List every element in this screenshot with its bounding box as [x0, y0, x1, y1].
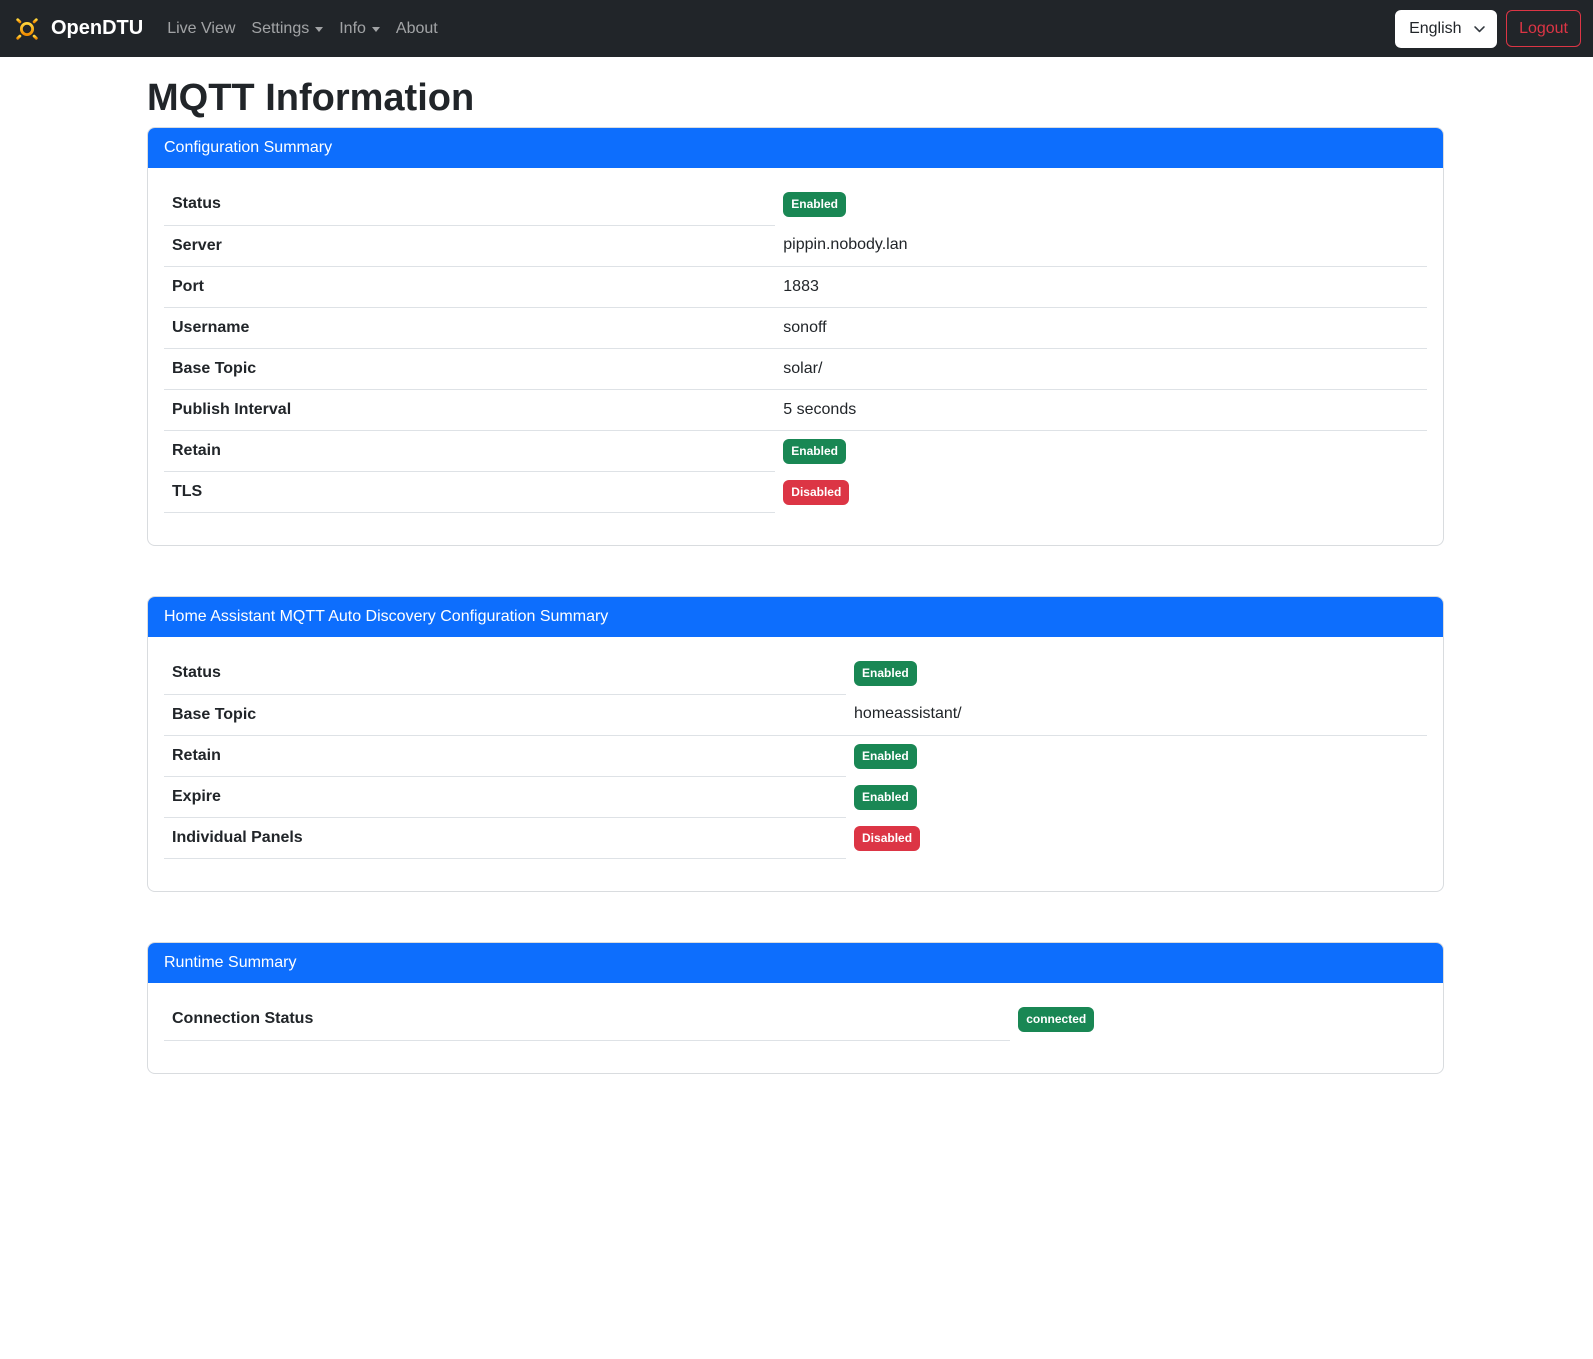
row-value: solar/	[775, 348, 1427, 390]
card-header: Home Assistant MQTT Auto Discovery Confi…	[148, 597, 1443, 637]
caret-down-icon	[371, 27, 380, 32]
row-label: Publish Interval	[164, 389, 776, 431]
row-label: Status	[164, 184, 776, 226]
nav-item-about[interactable]: About	[388, 12, 446, 46]
status-badge: Enabled	[783, 438, 846, 464]
card-body: Connection Status connected	[148, 983, 1443, 1073]
row-label: Connection Status	[164, 999, 1011, 1041]
row-value: Enabled	[846, 653, 1427, 694]
nav-item-label: Settings	[251, 19, 310, 37]
status-badge: Disabled	[783, 479, 850, 505]
nav-item-label: Info	[339, 19, 366, 37]
runtime-summary-card: Runtime Summary Connection Status connect…	[147, 942, 1444, 1074]
language-select[interactable]: English	[1395, 9, 1498, 48]
row-label: Username	[164, 307, 776, 349]
table-row: Status Enabled	[164, 653, 1427, 695]
row-value: Disabled	[846, 818, 1427, 859]
caret-down-icon	[315, 27, 324, 32]
row-value: connected	[1010, 999, 1427, 1040]
row-value: homeassistant/	[846, 694, 1427, 736]
nav-item-label: Live View	[167, 19, 236, 37]
main-content: MQTT Information Configuration Summary S…	[147, 77, 1444, 1074]
card-header: Runtime Summary	[148, 943, 1443, 983]
table-row: Base Topic homeassistant/	[164, 694, 1427, 736]
nav-item-info[interactable]: Info	[331, 12, 388, 46]
row-label: TLS	[164, 471, 776, 513]
brand-label: OpenDTU	[51, 17, 144, 39]
status-badge: Disabled	[854, 825, 921, 851]
navbar: OpenDTU Live View Settings Info About En…	[0, 0, 1593, 57]
table-row: Retain Enabled	[164, 430, 1427, 472]
nav-item-live-view[interactable]: Live View	[159, 12, 243, 46]
row-value: Enabled	[846, 735, 1427, 777]
brand-link[interactable]: OpenDTU	[12, 13, 144, 44]
card-body: Status Enabled Server pippin.nobody.lan Port…	[148, 168, 1443, 545]
status-badge: connected	[1018, 1007, 1095, 1032]
info-table: Connection Status connected	[164, 999, 1427, 1041]
status-badge: Enabled	[854, 743, 917, 769]
info-table: Status Enabled Base Topic homeassistant/Ret…	[164, 653, 1427, 859]
hass-discovery-summary-card: Home Assistant MQTT Auto Discovery Confi…	[147, 596, 1444, 892]
row-label: Server	[164, 225, 776, 267]
row-value: Enabled	[775, 184, 1427, 225]
row-value: 1883	[775, 266, 1427, 308]
row-value: Enabled	[846, 777, 1427, 818]
table-row: Server pippin.nobody.lan	[164, 225, 1427, 267]
table-row: TLS Disabled	[164, 471, 1427, 513]
table-row: Status Enabled	[164, 184, 1427, 226]
configuration-summary-card: Configuration Summary Status Enabled Serve…	[147, 127, 1444, 546]
row-value: pippin.nobody.lan	[775, 225, 1427, 267]
navbar-right: English Logout	[1395, 9, 1581, 48]
table-row: Username sonoff	[164, 307, 1427, 349]
row-value: sonoff	[775, 307, 1427, 349]
row-label: Retain	[164, 430, 776, 472]
sun-icon	[12, 13, 42, 44]
row-label: Retain	[164, 735, 847, 777]
row-label: Base Topic	[164, 348, 776, 390]
card-body: Status Enabled Base Topic homeassistant/Ret…	[148, 637, 1443, 891]
row-label: Port	[164, 266, 776, 308]
nav-item-settings[interactable]: Settings	[243, 12, 331, 46]
nav-links: Live View Settings Info About	[159, 12, 446, 46]
table-row: Base Topic solar/	[164, 348, 1427, 390]
status-badge: Enabled	[854, 784, 917, 810]
page-title: MQTT Information	[147, 77, 475, 119]
table-row: Publish Interval 5 seconds	[164, 389, 1427, 431]
row-label: Individual Panels	[164, 817, 847, 859]
row-value: Disabled	[775, 472, 1427, 513]
language-select-wrap: English	[1395, 9, 1498, 48]
table-row: Retain Enabled	[164, 735, 1427, 777]
card-header: Configuration Summary	[148, 128, 1443, 168]
table-row: Connection Status connected	[164, 999, 1427, 1041]
row-label: Status	[164, 653, 847, 695]
table-row: Individual Panels Disabled	[164, 817, 1427, 859]
row-value: Enabled	[775, 430, 1427, 472]
row-value: 5 seconds	[775, 389, 1427, 431]
table-row: Expire Enabled	[164, 776, 1427, 818]
row-label: Base Topic	[164, 694, 847, 736]
status-badge: Enabled	[854, 661, 917, 686]
nav-item-label: About	[395, 19, 438, 37]
logout-button[interactable]: Logout	[1506, 10, 1581, 47]
status-badge: Enabled	[783, 192, 846, 217]
row-label: Expire	[164, 776, 847, 818]
info-table: Status Enabled Server pippin.nobody.lan Port…	[164, 184, 1427, 513]
table-row: Port 1883	[164, 266, 1427, 308]
